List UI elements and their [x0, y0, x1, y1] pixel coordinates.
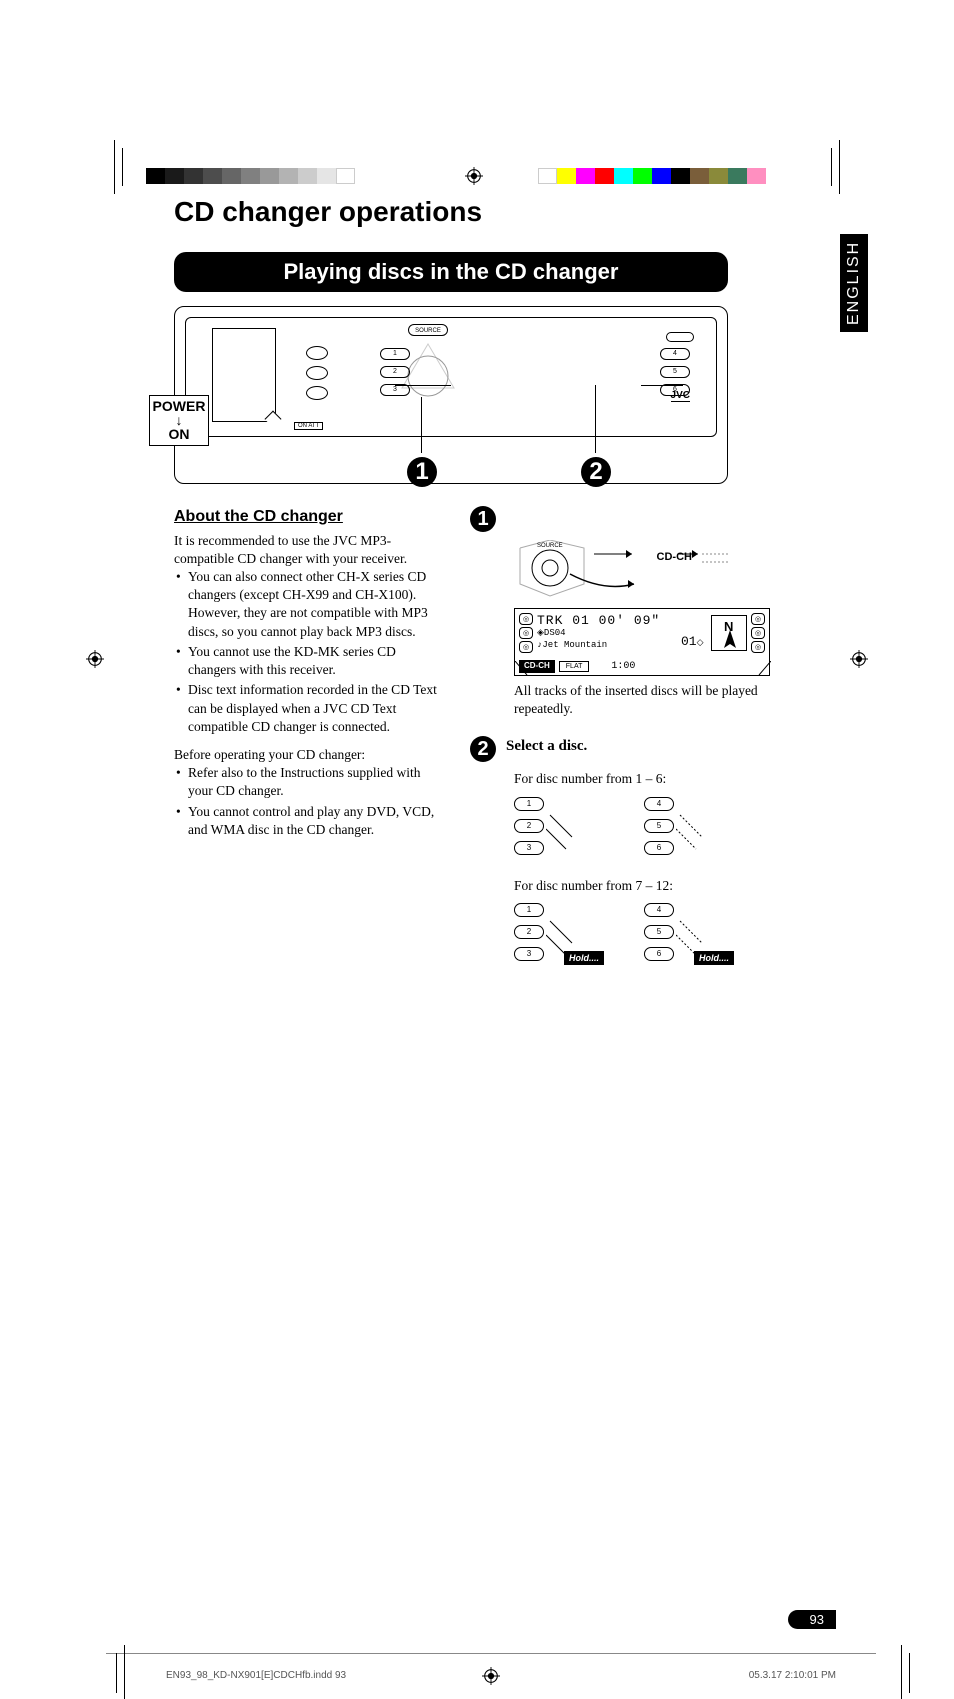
step-1-caption: All tracks of the inserted discs will be… — [514, 682, 778, 718]
receiver-display — [212, 328, 276, 422]
source-label: SOURCE — [537, 542, 563, 550]
pointer-line — [595, 385, 596, 453]
pointer-line — [641, 385, 683, 386]
registration-mark-icon — [86, 650, 104, 668]
power-on-label: POWER ↓ ON — [149, 395, 209, 446]
press-lines-icon — [676, 811, 726, 861]
printer-color-bar — [538, 168, 766, 184]
disc-button: 2 — [514, 819, 544, 833]
about-heading: About the CD changer — [174, 506, 442, 528]
arrow-down-icon: ↓ — [150, 415, 208, 426]
lcd-disc-marker: ◈DS04 — [537, 627, 566, 639]
cdch-label: CD-CH — [657, 550, 692, 565]
lcd-side-icon: ◎ — [751, 627, 765, 639]
lcd-side-icon: ◎ — [751, 613, 765, 625]
disc-button: 4 — [644, 797, 674, 811]
disc-button: 1 — [514, 903, 544, 917]
disc-button: 6 — [644, 841, 674, 855]
disc-button: 2 — [380, 366, 410, 378]
crop-mark — [909, 1653, 910, 1693]
page-number: 93 — [788, 1610, 836, 1629]
section-heading: Playing discs in the CD changer — [174, 252, 728, 292]
disc-button: 5 — [644, 925, 674, 939]
step-2-label: Select a disc. — [506, 736, 587, 756]
step-1-badge: 1 — [470, 506, 496, 532]
jvc-logo: JVC — [671, 390, 690, 402]
left-column: About the CD changer It is recommended t… — [174, 506, 442, 979]
right-column: 1 SOURCE CD-CH — [470, 506, 778, 979]
language-tab: ENGLISH — [840, 234, 868, 332]
disc-range-7-12: For disc number from 7 – 12: — [514, 877, 778, 895]
disc-button: 3 — [514, 947, 544, 961]
bullet-item: You cannot control and play any DVD, VCD… — [174, 803, 442, 839]
step-2-badge: 2 — [470, 736, 496, 762]
disc-button: 4 — [660, 348, 690, 360]
receiver-knobs — [292, 340, 352, 406]
lcd-compass: N — [711, 615, 747, 651]
lcd-side-icon: ◎ — [751, 641, 765, 653]
on-label: ON — [150, 426, 208, 443]
crop-mark — [116, 1653, 117, 1693]
disc-buttons-1-6: 1 2 3 4 5 6 — [514, 797, 754, 873]
receiver-illustration-frame: SOURCE 1 2 3 4 5 6 JVC ON ATT POWER ↓ ON… — [174, 306, 728, 484]
disc-button: 6 — [644, 947, 674, 961]
registration-mark-icon — [482, 1667, 500, 1685]
lcd-side-icon: ◎ — [519, 613, 533, 625]
registration-mark-icon — [465, 167, 483, 185]
crop-mark — [124, 1645, 125, 1699]
crop-mark — [839, 140, 840, 194]
crop-mark — [901, 1645, 902, 1699]
lcd-side-icon: ◎ — [519, 641, 533, 653]
disc-button: 4 — [644, 903, 674, 917]
lcd-bottom-chamfer — [515, 661, 771, 675]
source-knob-label: SOURCE — [408, 324, 448, 336]
disc-button: 2 — [514, 925, 544, 939]
disc-button: 5 — [660, 366, 690, 378]
intro-text: It is recommended to use the JVC MP3-com… — [174, 532, 442, 568]
release-slot — [666, 332, 694, 342]
disc-button: 1 — [380, 348, 410, 360]
disc-button: 3 — [514, 841, 544, 855]
printer-grayscale-bar — [146, 168, 355, 184]
registration-mark-icon — [850, 650, 868, 668]
disc-button: 5 — [644, 819, 674, 833]
footer-file-path: EN93_98_KD-NX901[E]CDCHfb.indd 93 — [166, 1670, 346, 1681]
press-lines-icon — [546, 811, 596, 861]
receiver-illustration: SOURCE 1 2 3 4 5 6 JVC ON ATT — [185, 317, 717, 437]
lcd-display: ◎ ◎ ◎ ◎ ◎ ◎ TRK 01 00' 09" ◈DS04 ♪Jet Mo… — [514, 608, 770, 676]
footer-rule — [106, 1653, 876, 1654]
bullet-item: You can also connect other CH-X series C… — [174, 568, 442, 641]
lcd-side-icon: ◎ — [519, 627, 533, 639]
disc-range-1-6: For disc number from 1 – 6: — [514, 770, 778, 788]
bullet-item: Disc text information recorded in the CD… — [174, 681, 442, 736]
footer-timestamp: 05.3.17 2:10:01 PM — [749, 1670, 836, 1681]
page-title: CD changer operations — [174, 196, 808, 228]
bullet-item: You cannot use the KD-MK series CD chang… — [174, 643, 442, 679]
source-knob-figure: SOURCE CD-CH — [514, 540, 738, 602]
hold-badge: Hold.... — [694, 951, 734, 965]
crop-mark — [114, 140, 115, 194]
disc-button: 1 — [514, 797, 544, 811]
standby-label: ON ATT — [294, 422, 323, 430]
before-text: Before operating your CD changer: — [174, 746, 442, 764]
bullet-item: Refer also to the Instructions supplied … — [174, 764, 442, 800]
pointer-line — [421, 397, 422, 453]
callout-1: 1 — [407, 457, 437, 487]
lcd-song: ♪Jet Mountain — [537, 639, 607, 651]
hold-badge: Hold.... — [564, 951, 604, 965]
disc-buttons-7-12: 1 2 3 4 5 6 Hold.... Hold.... — [514, 903, 754, 979]
pointer-line — [395, 385, 451, 386]
callout-2: 2 — [581, 457, 611, 487]
crop-mark — [831, 148, 832, 186]
lcd-disc-number: 01◇ — [681, 633, 704, 651]
crop-mark — [122, 148, 123, 186]
